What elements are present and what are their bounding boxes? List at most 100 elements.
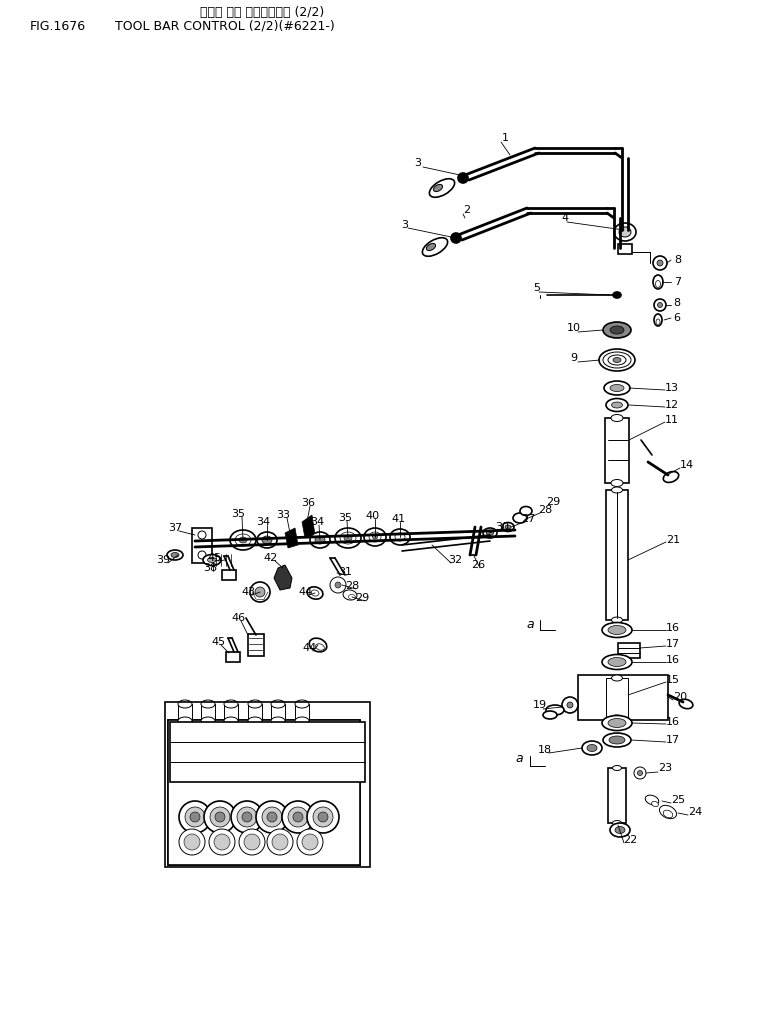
Text: 24: 24 xyxy=(688,807,702,817)
Ellipse shape xyxy=(651,801,658,806)
Ellipse shape xyxy=(369,532,381,542)
Ellipse shape xyxy=(611,480,623,487)
Ellipse shape xyxy=(611,617,622,623)
Ellipse shape xyxy=(582,741,602,755)
Ellipse shape xyxy=(602,654,632,669)
Circle shape xyxy=(307,801,339,832)
Ellipse shape xyxy=(201,700,215,708)
Circle shape xyxy=(458,173,468,183)
Ellipse shape xyxy=(344,535,352,541)
Text: 8: 8 xyxy=(675,255,682,265)
Text: 22: 22 xyxy=(623,835,637,845)
Ellipse shape xyxy=(663,810,673,818)
Ellipse shape xyxy=(335,528,361,548)
Ellipse shape xyxy=(395,533,405,541)
Circle shape xyxy=(657,260,663,266)
Polygon shape xyxy=(285,528,298,548)
Ellipse shape xyxy=(201,717,215,725)
Ellipse shape xyxy=(546,705,564,715)
Text: 16: 16 xyxy=(666,717,680,727)
Text: 2: 2 xyxy=(463,205,470,215)
Ellipse shape xyxy=(235,534,251,546)
Text: 35: 35 xyxy=(231,509,245,519)
Circle shape xyxy=(231,801,263,832)
Ellipse shape xyxy=(587,744,597,751)
Text: FIG.1676: FIG.1676 xyxy=(30,19,86,32)
Text: 15: 15 xyxy=(666,675,680,685)
Circle shape xyxy=(210,807,230,827)
Text: 25: 25 xyxy=(671,795,685,805)
Circle shape xyxy=(242,812,252,822)
Text: 32: 32 xyxy=(448,555,462,565)
Text: 6: 6 xyxy=(674,313,681,323)
Circle shape xyxy=(204,801,236,832)
Bar xyxy=(222,570,236,580)
Text: 31: 31 xyxy=(338,567,352,577)
Circle shape xyxy=(215,812,225,822)
Text: 33: 33 xyxy=(276,510,290,520)
Bar xyxy=(248,704,262,724)
Text: 46: 46 xyxy=(231,613,245,623)
Circle shape xyxy=(190,812,200,822)
Ellipse shape xyxy=(608,626,626,635)
Circle shape xyxy=(256,801,288,832)
Circle shape xyxy=(198,531,206,539)
Ellipse shape xyxy=(611,715,622,721)
Ellipse shape xyxy=(608,719,626,727)
Circle shape xyxy=(250,582,270,602)
Text: 29: 29 xyxy=(355,593,369,603)
Ellipse shape xyxy=(608,355,626,365)
Ellipse shape xyxy=(203,555,221,566)
Circle shape xyxy=(237,807,257,827)
Text: 34: 34 xyxy=(310,517,324,527)
Text: 16: 16 xyxy=(666,623,680,633)
Circle shape xyxy=(282,801,314,832)
Ellipse shape xyxy=(248,717,262,725)
Circle shape xyxy=(297,829,323,855)
Ellipse shape xyxy=(390,529,410,545)
Text: 13: 13 xyxy=(665,383,679,393)
Ellipse shape xyxy=(611,675,622,681)
Text: 37: 37 xyxy=(168,523,182,533)
Circle shape xyxy=(653,256,667,270)
Circle shape xyxy=(562,697,578,713)
Bar xyxy=(248,634,264,656)
Circle shape xyxy=(262,807,282,827)
Text: 9: 9 xyxy=(571,353,577,363)
Ellipse shape xyxy=(309,638,327,652)
Text: 16: 16 xyxy=(666,655,680,665)
Ellipse shape xyxy=(654,314,662,325)
Ellipse shape xyxy=(178,717,192,725)
Ellipse shape xyxy=(610,325,624,334)
Text: 28: 28 xyxy=(538,505,552,515)
Text: 28: 28 xyxy=(345,581,359,591)
Circle shape xyxy=(267,829,293,855)
Ellipse shape xyxy=(230,530,256,550)
Text: 21: 21 xyxy=(666,535,680,545)
Circle shape xyxy=(267,812,277,822)
Circle shape xyxy=(335,582,341,588)
Ellipse shape xyxy=(611,487,622,493)
Text: 5: 5 xyxy=(534,283,540,293)
Ellipse shape xyxy=(612,766,621,771)
Ellipse shape xyxy=(311,590,319,596)
Ellipse shape xyxy=(426,243,436,250)
Text: 30: 30 xyxy=(495,522,509,532)
Ellipse shape xyxy=(603,322,631,338)
Circle shape xyxy=(288,807,308,827)
Ellipse shape xyxy=(340,532,356,544)
Ellipse shape xyxy=(610,384,624,391)
Ellipse shape xyxy=(611,415,623,422)
Circle shape xyxy=(302,834,318,850)
Bar xyxy=(578,675,668,720)
Text: 23: 23 xyxy=(658,763,672,773)
Ellipse shape xyxy=(224,700,238,708)
Ellipse shape xyxy=(295,700,309,708)
Ellipse shape xyxy=(520,507,532,515)
Ellipse shape xyxy=(433,185,443,192)
Ellipse shape xyxy=(513,513,527,523)
Bar xyxy=(224,704,238,724)
Circle shape xyxy=(179,829,205,855)
Circle shape xyxy=(293,812,303,822)
Circle shape xyxy=(634,767,646,779)
